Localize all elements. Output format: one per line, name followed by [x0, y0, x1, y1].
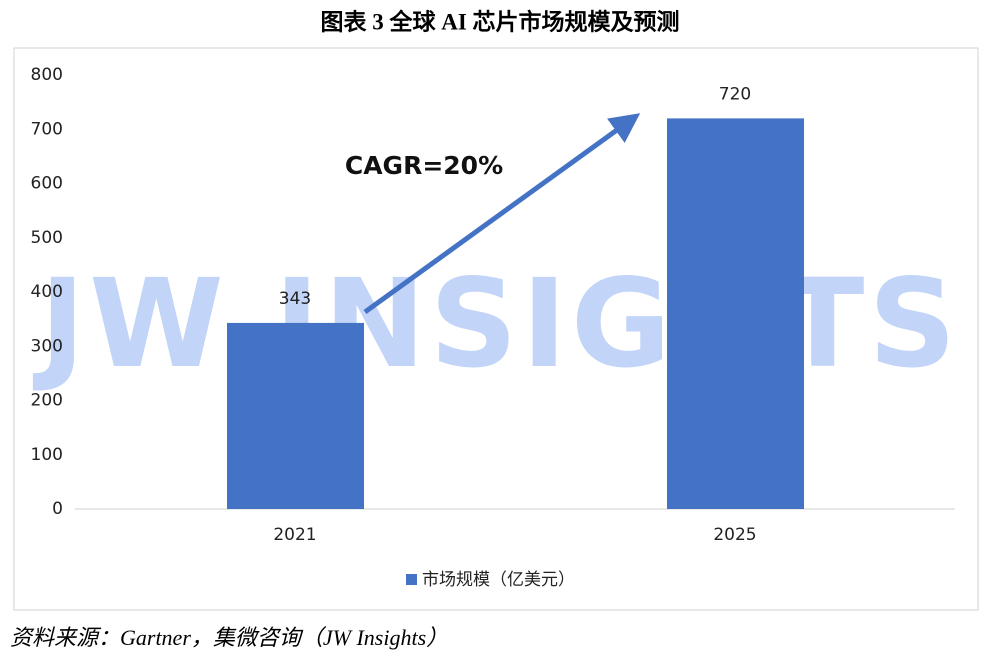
data-label: 343: [279, 289, 311, 309]
y-tick-label: 0: [52, 499, 63, 519]
y-tick-label: 300: [31, 336, 63, 356]
y-tick-label: 600: [31, 174, 63, 194]
x-tick-label: 2021: [273, 525, 316, 545]
bar: [667, 118, 804, 510]
y-tick-label: 200: [31, 391, 63, 411]
annotation: CAGR=20%: [345, 151, 503, 180]
watermark: JW INSIGHTS: [33, 253, 961, 395]
chart-frame: [13, 47, 979, 611]
legend-label: 市场规模（亿美元）: [422, 570, 575, 590]
y-tick-label: 700: [31, 119, 63, 139]
y-tick-label: 100: [31, 445, 63, 465]
y-tick-label: 500: [31, 228, 63, 248]
source-note: 资料来源：Gartner，集微咨询（JW Insights）: [10, 625, 448, 650]
y-tick-label: 400: [31, 282, 63, 302]
x-tick-label: 2025: [713, 525, 756, 545]
chart-title: 图表 3 全球 AI 芯片市场规模及预测: [320, 8, 679, 34]
bar: [227, 322, 364, 509]
data-label: 720: [719, 84, 751, 104]
legend-swatch: [406, 574, 417, 585]
y-tick-label: 800: [31, 65, 63, 85]
growth-arrow: [363, 113, 641, 315]
